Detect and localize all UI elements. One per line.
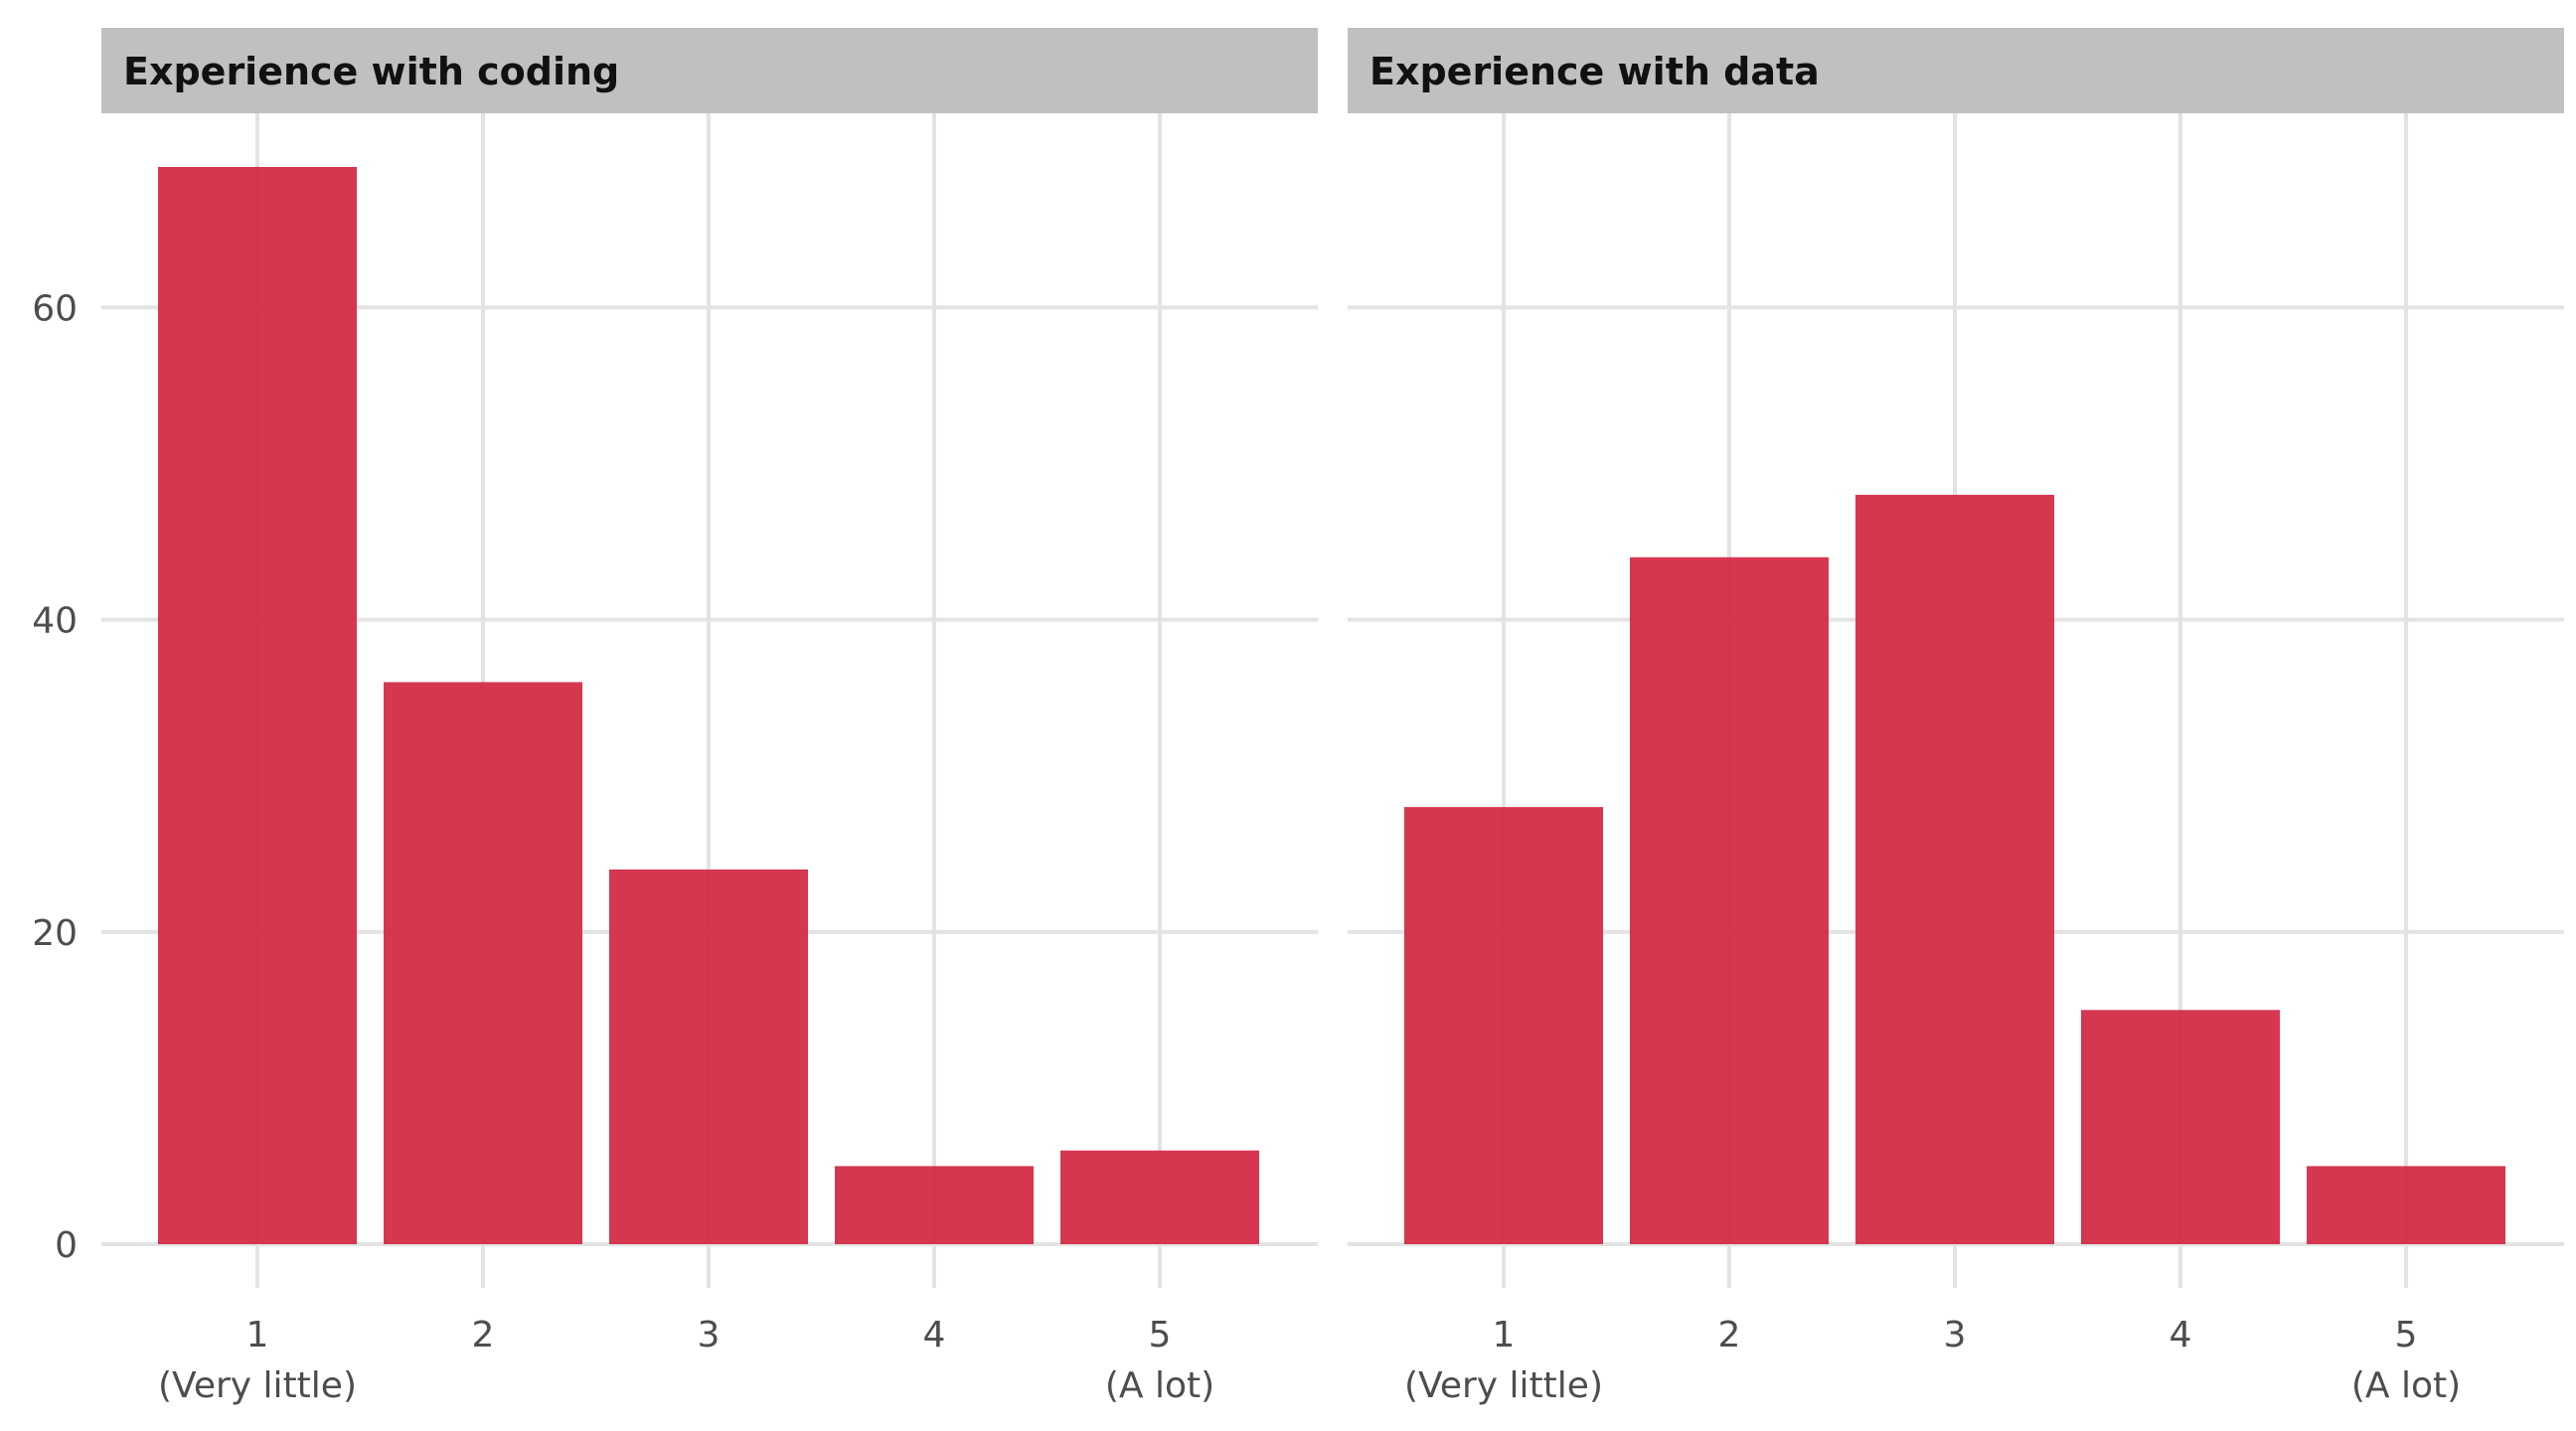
chart-panels: Experience with coding 1 (Very little) 2 3 4 5… bbox=[101, 28, 2564, 1406]
x-tick-label: 4 bbox=[923, 1315, 946, 1355]
x-axis: 1 (Very little) 2 3 4 5 (A lot) bbox=[1404, 1315, 2461, 1406]
y-tick-label: 60 bbox=[32, 288, 78, 329]
bar-1 bbox=[158, 167, 357, 1244]
bar-3 bbox=[609, 869, 808, 1244]
facet-strip bbox=[101, 28, 1318, 113]
bar-2 bbox=[1630, 556, 1829, 1244]
x-tick-label: 2 bbox=[1718, 1315, 1741, 1355]
bar-5 bbox=[1060, 1150, 1259, 1244]
x-tick-label: 2 bbox=[472, 1315, 495, 1355]
x-tick-label: 1 bbox=[246, 1315, 269, 1355]
x-tick-sublabel: (A lot) bbox=[1105, 1365, 1214, 1406]
bars bbox=[1404, 494, 2505, 1244]
x-tick-sublabel: (Very little) bbox=[1404, 1365, 1603, 1406]
y-tick-label: 0 bbox=[55, 1225, 78, 1266]
y-tick-label: 40 bbox=[32, 601, 78, 642]
x-tick-label: 4 bbox=[2170, 1315, 2192, 1355]
bar-4 bbox=[2081, 1010, 2280, 1244]
facet-strip bbox=[1348, 28, 2564, 113]
x-tick-sublabel: (Very little) bbox=[158, 1365, 357, 1406]
x-tick-label: 5 bbox=[1149, 1315, 1172, 1355]
y-axis: 0 20 40 60 bbox=[32, 288, 78, 1266]
bars bbox=[158, 167, 1259, 1244]
facet-title: Experience with coding bbox=[123, 50, 619, 93]
x-tick-label: 3 bbox=[698, 1315, 721, 1355]
chart-panel-1: Experience with coding 1 (Very little) 2 3 4 5… bbox=[101, 28, 1318, 1406]
chart-panel-2: Experience with data 1 (Very little) 2 3 4 5 (A… bbox=[1348, 28, 2564, 1406]
facet-title: Experience with data bbox=[1369, 50, 1820, 93]
y-tick-label: 20 bbox=[32, 913, 78, 954]
x-tick-label: 1 bbox=[1493, 1315, 1516, 1355]
bar-3 bbox=[1855, 494, 2054, 1244]
x-tick-label: 3 bbox=[1944, 1315, 1967, 1355]
x-tick-label: 5 bbox=[2395, 1315, 2418, 1355]
x-tick-sublabel: (A lot) bbox=[2351, 1365, 2461, 1406]
bar-4 bbox=[835, 1166, 1034, 1244]
x-axis: 1 (Very little) 2 3 4 5 (A lot) bbox=[158, 1315, 1214, 1406]
bar-1 bbox=[1404, 807, 1603, 1244]
bar-5 bbox=[2307, 1166, 2505, 1244]
bar-2 bbox=[384, 682, 582, 1244]
